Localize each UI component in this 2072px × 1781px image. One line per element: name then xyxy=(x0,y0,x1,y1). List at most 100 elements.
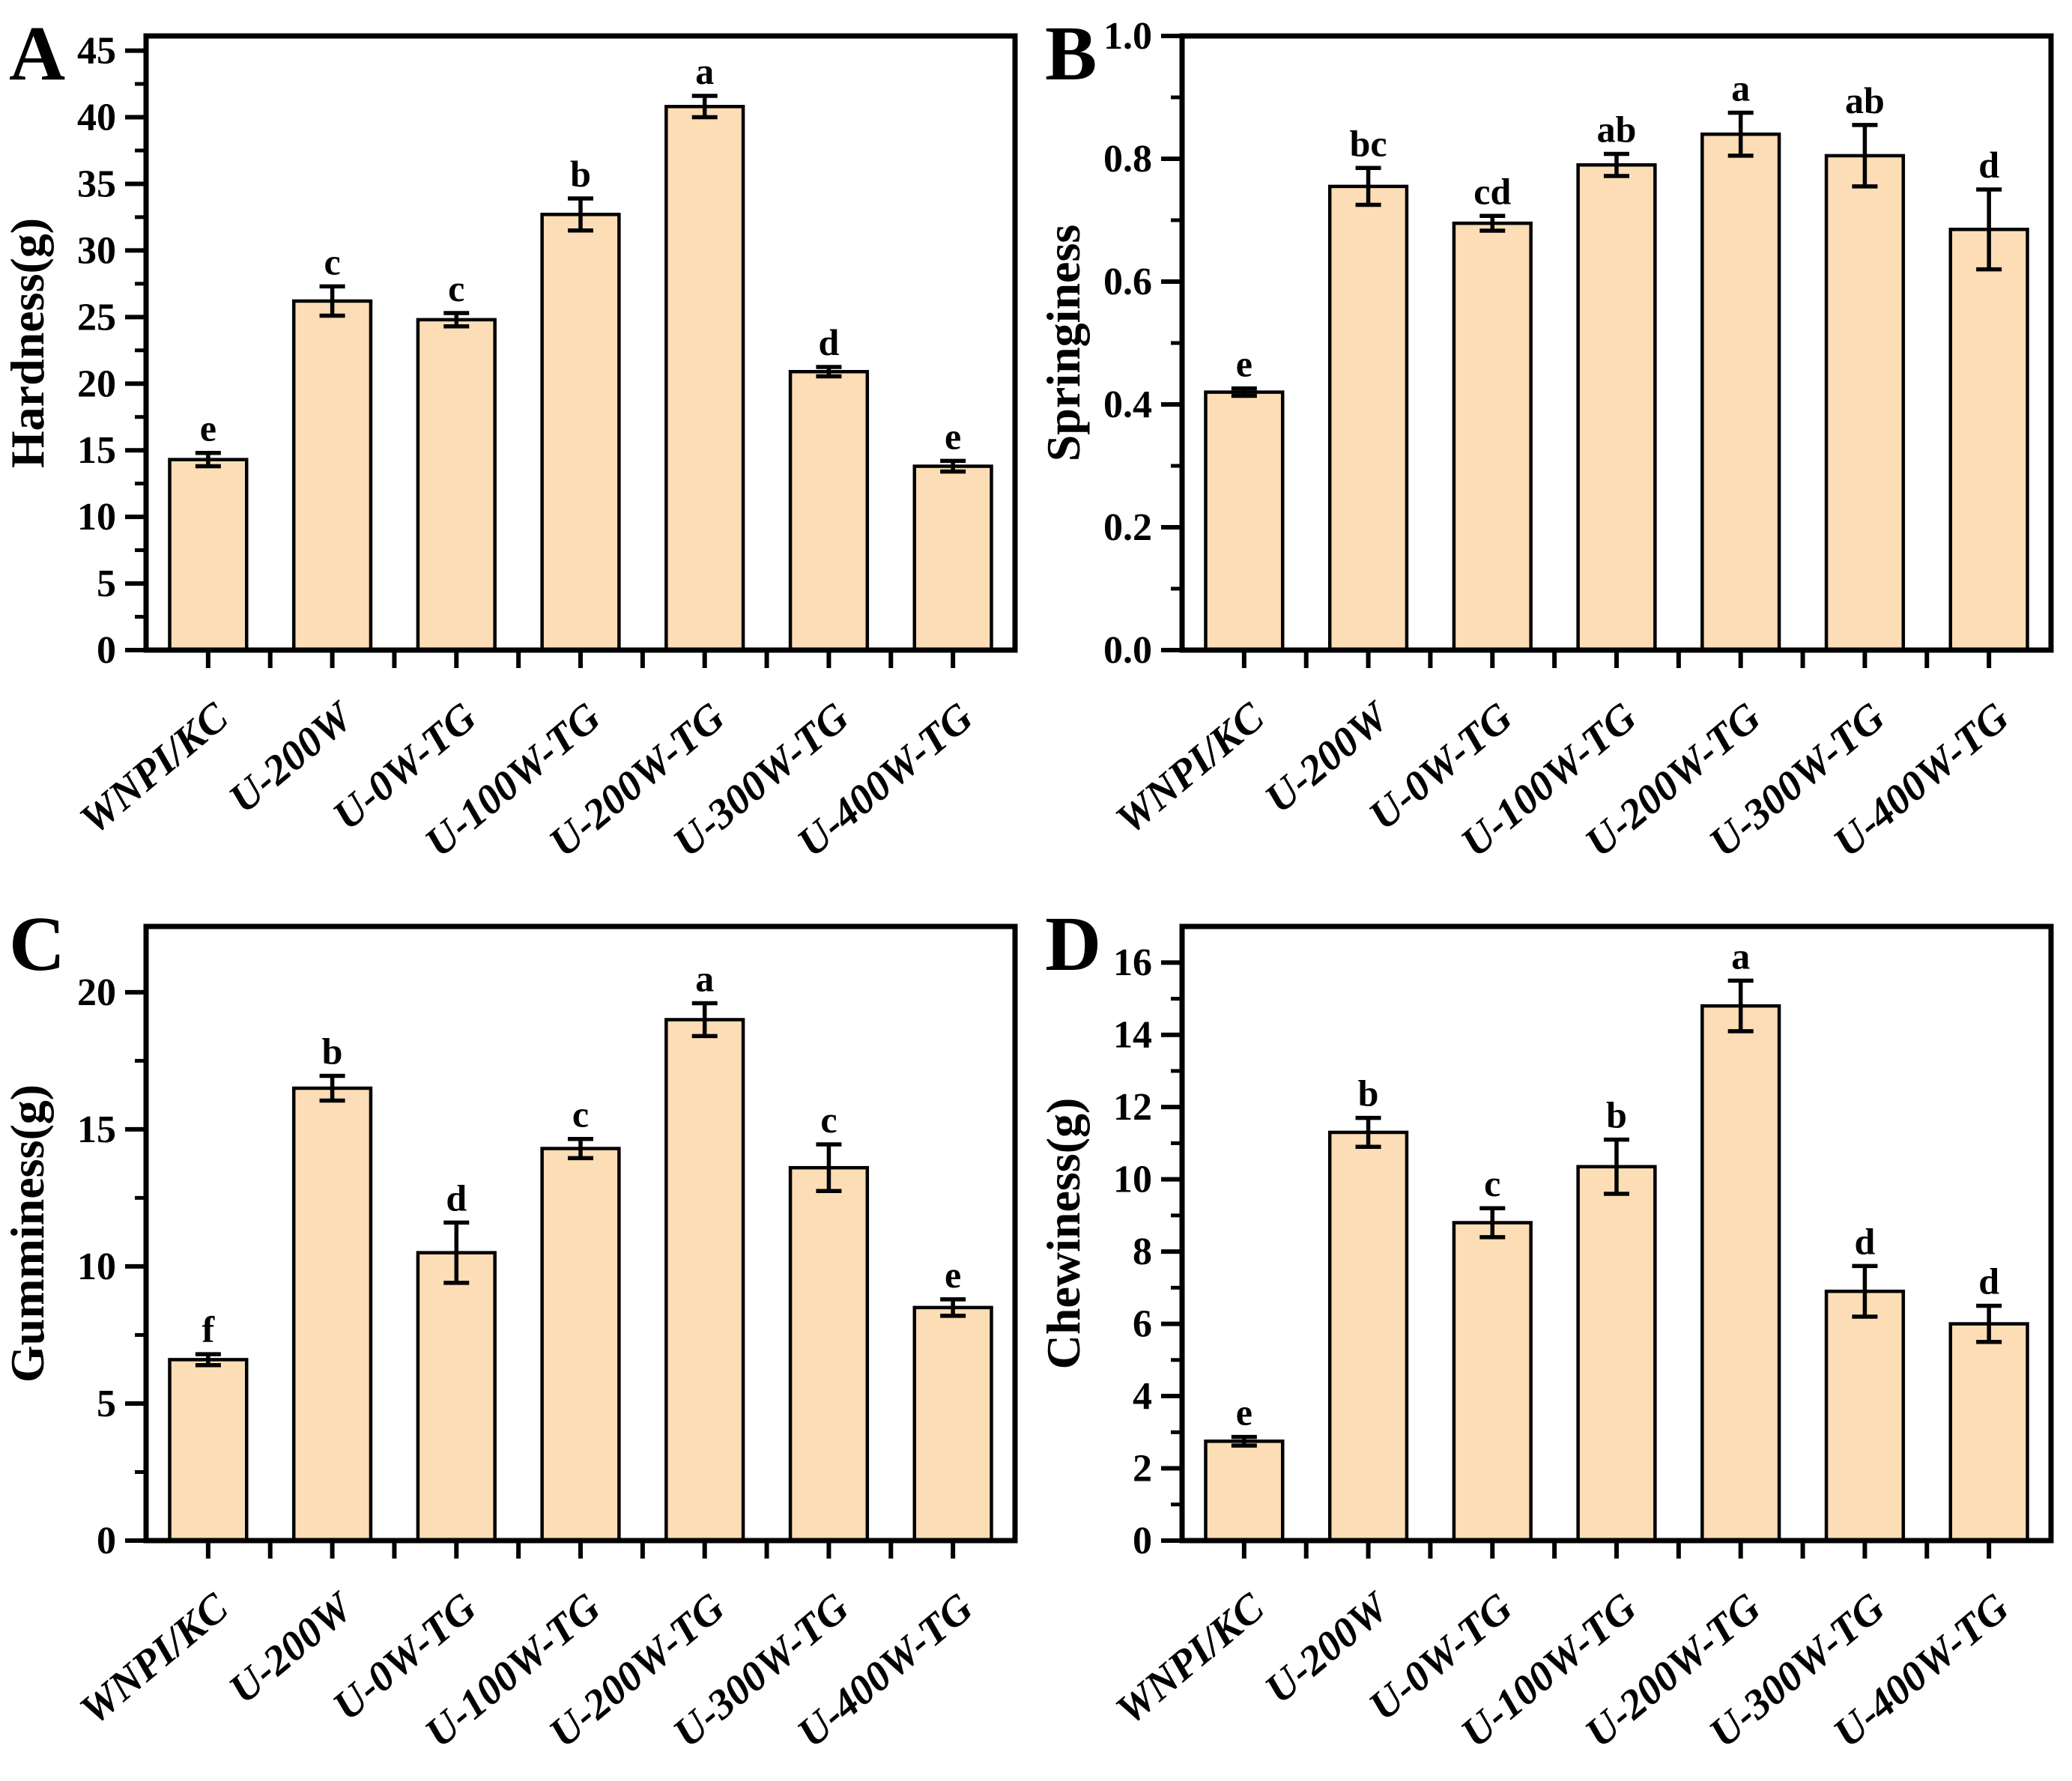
x-category-label-WNPI/KC: WNPI/KC xyxy=(71,1584,237,1734)
bar-U-0W-TG xyxy=(1452,1221,1533,1543)
bar-U-400W-TG xyxy=(1948,1322,2029,1543)
bar-U-100W-TG xyxy=(1576,1165,1657,1543)
sig-letter-U-200W: b xyxy=(1358,1072,1379,1114)
bar-U-300W-TG xyxy=(1824,154,1906,652)
sig-letter-U-0W-TG: c xyxy=(448,267,464,309)
panel-letter-d: D xyxy=(1045,901,1101,987)
y-tick-label: 0.6 xyxy=(1103,261,1152,303)
y-tick-label: 2 xyxy=(1133,1448,1152,1490)
panel-d-chart: D Chewiness(g) 0 2 4 6 8 10 12 14 16 e b c b a d d WNPI/… xyxy=(1037,901,2054,1757)
y-tick-label: 10 xyxy=(77,1246,116,1288)
y-tick-label: 35 xyxy=(77,163,116,205)
y-tick-label: 12 xyxy=(1113,1086,1152,1129)
panel-letter-a: A xyxy=(9,10,65,97)
bar-U-200W xyxy=(1327,184,1409,652)
sig-letter-WNPI/KC: e xyxy=(200,407,216,449)
sig-letter-U-200W-TG: a xyxy=(1731,935,1750,977)
y-tick-label: 15 xyxy=(77,429,116,472)
bar-U-400W-TG xyxy=(912,1305,993,1543)
y-tick-label: 45 xyxy=(77,30,116,73)
panel-a: A Hardness(g) 0 5 10 15 20 25 30 35 40 45 e c c b a d e W… xyxy=(0,0,1036,890)
bar-U-100W-TG xyxy=(1576,163,1657,652)
y-tick-label: 5 xyxy=(97,562,116,605)
bar-U-200W-TG xyxy=(664,105,745,652)
sig-letter-U-200W-TG: a xyxy=(695,50,714,92)
y-tick-label: 20 xyxy=(77,971,116,1014)
y-tick-label: 0.0 xyxy=(1103,629,1152,672)
sig-letter-U-300W-TG: ab xyxy=(1845,79,1885,121)
sig-letter-WNPI/KC: e xyxy=(1236,1392,1252,1433)
y-tick-label: 10 xyxy=(77,496,116,538)
sig-letter-WNPI/KC: f xyxy=(202,1308,216,1350)
y-tick-label: 10 xyxy=(1113,1159,1152,1201)
bar-WNPI/KC xyxy=(1204,390,1285,652)
sig-letter-U-0W-TG: c xyxy=(1484,1162,1500,1204)
sig-letter-U-200W: b xyxy=(322,1031,343,1072)
y-tick-label: 1.0 xyxy=(1103,15,1152,58)
bar-U-0W-TG xyxy=(1452,221,1533,652)
x-category-label-WNPI/KC: WNPI/KC xyxy=(71,694,237,843)
bar-WNPI/KC xyxy=(168,1358,249,1543)
y-tick-label: 15 xyxy=(77,1108,116,1151)
sig-letter-U-400W-TG: d xyxy=(1978,1260,1999,1302)
sig-letter-U-200W: bc xyxy=(1350,122,1387,164)
bar-WNPI/KC xyxy=(1204,1439,1285,1543)
sig-letter-U-300W-TG: d xyxy=(1855,1220,1876,1262)
y-tick-label: 0.4 xyxy=(1103,383,1152,426)
panel-c-chart: C Gumminess(g) 05101520fbdcaceWNPI/KCU-2… xyxy=(1,901,1018,1757)
y-tick-label: 0 xyxy=(97,629,116,672)
y-tick-label: 40 xyxy=(77,97,116,139)
sig-letter-U-300W-TG: c xyxy=(820,1099,837,1141)
sig-letter-U-100W-TG: b xyxy=(570,153,591,195)
sig-letter-U-0W-TG: d xyxy=(446,1177,467,1219)
panel-b-chart: B Springiness 0.0 0.2 0.4 0.6 0.8 1.0 e bc cd ab a… xyxy=(1037,10,2054,867)
sig-letter-U-0W-TG: cd xyxy=(1473,170,1511,212)
bar-U-400W-TG xyxy=(1948,228,2029,652)
bar-WNPI/KC xyxy=(168,458,249,652)
y-tick-label: 25 xyxy=(77,296,116,339)
sig-letter-U-300W-TG: d xyxy=(819,321,840,363)
x-category-label-WNPI/KC: WNPI/KC xyxy=(1107,1584,1273,1734)
y-tick-label: 0 xyxy=(97,1520,116,1562)
bar-U-200W xyxy=(291,299,373,652)
y-tick-label: 6 xyxy=(1133,1303,1152,1346)
y-tick-label: 0.8 xyxy=(1103,138,1152,180)
sig-letter-U-200W-TG: a xyxy=(695,958,714,1000)
sig-letter-U-400W-TG: d xyxy=(1978,144,1999,186)
panel-d: D Chewiness(g) 0 2 4 6 8 10 12 14 16 e b c b a d d WNPI/… xyxy=(1036,890,2072,1781)
y-tick-label: 16 xyxy=(1113,941,1152,984)
bar-U-400W-TG xyxy=(912,464,993,652)
sig-letter-U-100W-TG: c xyxy=(572,1093,589,1135)
sig-letter-U-100W-TG: b xyxy=(1606,1094,1627,1136)
sig-letter-U-400W-TG: e xyxy=(945,1254,961,1296)
bar-U-0W-TG xyxy=(416,1251,497,1543)
y-axis-title-hardness: Hardness(g) xyxy=(1,218,54,468)
bar-U-200W-TG xyxy=(664,1018,745,1543)
y-tick-label: 0 xyxy=(1133,1520,1152,1562)
y-axis-title-chewiness: Chewiness(g) xyxy=(1037,1098,1090,1370)
bar-U-200W xyxy=(291,1086,373,1543)
sig-letter-U-100W-TG: ab xyxy=(1597,108,1637,150)
y-tick-label: 8 xyxy=(1133,1231,1152,1273)
y-tick-label: 14 xyxy=(1113,1014,1152,1057)
panel-c: C Gumminess(g) 0 5 10 15 20 f b d c a c e WNPI/KC U-2… xyxy=(0,890,1036,1781)
sig-letter-U-400W-TG: e xyxy=(945,415,961,457)
y-tick-label: 5 xyxy=(97,1383,116,1425)
bar-U-300W-TG xyxy=(1824,1289,1906,1543)
sig-letter-U-200W-TG: a xyxy=(1731,67,1750,109)
y-axis-title-gumminess: Gumminess(g) xyxy=(1,1084,54,1383)
y-tick-label: 30 xyxy=(77,229,116,272)
bar-U-300W-TG xyxy=(788,369,870,652)
y-tick-label: 4 xyxy=(1133,1375,1152,1418)
bar-U-200W-TG xyxy=(1700,1004,1781,1543)
y-tick-label: 0.2 xyxy=(1103,506,1152,549)
y-axis-title-springiness: Springiness xyxy=(1037,225,1090,462)
bar-U-200W-TG xyxy=(1700,132,1781,652)
panel-letter-c: C xyxy=(9,901,65,987)
bar-U-0W-TG xyxy=(416,318,497,652)
bar-U-200W xyxy=(1327,1130,1409,1543)
sig-letter-WNPI/KC: e xyxy=(1236,343,1252,385)
bar-U-300W-TG xyxy=(788,1165,870,1543)
y-tick-label: 20 xyxy=(77,362,116,405)
